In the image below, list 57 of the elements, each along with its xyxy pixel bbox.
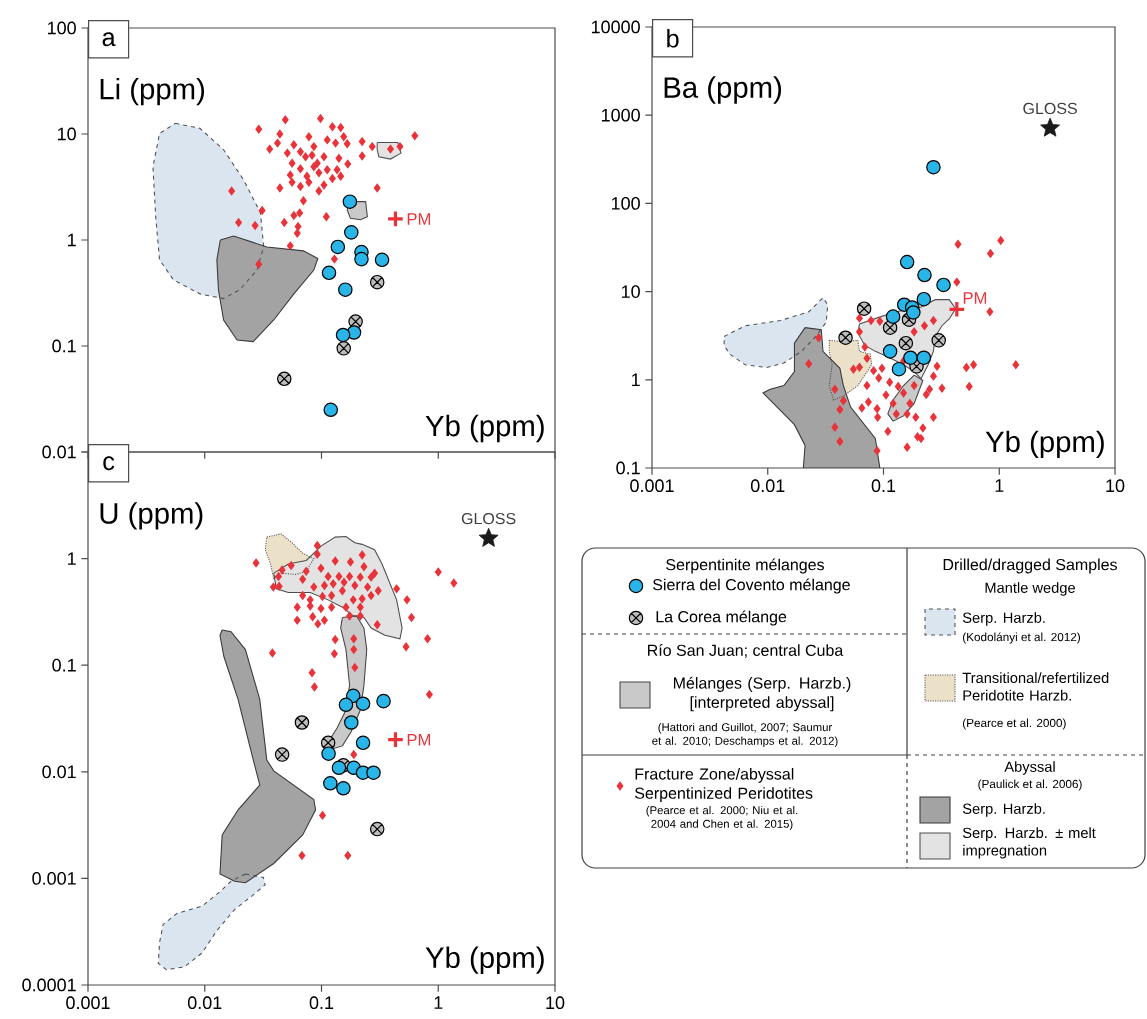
chart-title: c xyxy=(103,456,115,471)
series-label: GLOSS xyxy=(1023,102,1077,115)
y-tick-label: 0.01 xyxy=(42,765,76,779)
text: (Hattori and Guillot, 2007; Saumur et al. 2010; Deschamps et al. 2012) xyxy=(652,722,838,748)
legend-label: Fracture Zone/abyssal Serpentinized Peridotites xyxy=(635,767,813,803)
legend-label: Serp. Harzb. xyxy=(962,803,1045,817)
text: Mantle wedge xyxy=(985,582,1075,596)
y-tick-label: 0.0001 xyxy=(22,978,76,992)
x-tick-label: 1 xyxy=(434,996,443,1009)
y-tick-label: 100 xyxy=(47,21,76,35)
chart-title: b xyxy=(667,28,679,48)
chart-title: a xyxy=(102,32,116,47)
text: Río San Juan; central Cuba xyxy=(648,644,844,658)
text: (Kodolányi et al. 2012) xyxy=(963,632,1081,644)
x-tick-label: 10 xyxy=(546,996,565,1010)
y-tick-label: 100 xyxy=(611,197,640,210)
y-tick-label: 1000 xyxy=(601,108,640,122)
x-axis-title: Yb (ppm) xyxy=(425,414,544,443)
series-label: PM xyxy=(407,213,431,225)
y-tick-label: 10000 xyxy=(591,20,640,34)
y-tick-label: 10 xyxy=(58,127,76,141)
x-tick-label: 10 xyxy=(1106,479,1125,493)
y-tick-label: 0.1 xyxy=(52,658,76,672)
y-tick-label: 10 xyxy=(621,285,640,298)
y-tick-label: 1 xyxy=(68,552,76,565)
legend-label: La Corea mélange xyxy=(656,610,787,626)
x-axis-title: Yb (ppm) xyxy=(985,430,1104,458)
x-tick-label: 0.1 xyxy=(309,996,334,1010)
x-tick-label: 0.01 xyxy=(187,996,222,1010)
y-axis-title: Ba (ppm) xyxy=(664,76,782,104)
y-axis-title: Li (ppm) xyxy=(100,77,205,106)
legend-label: Transitional/refertilized Peridotite Harzb. xyxy=(962,672,1109,701)
y-tick-label: 0.01 xyxy=(42,445,76,459)
text: (Pearce et al. 2000) xyxy=(963,718,1066,730)
legend-label: Serp. Harzb. ± melt impregnation xyxy=(962,827,1096,859)
series-label: PM xyxy=(963,292,987,304)
legend-label: Mélanges (Serp. Harzb.) [interpreted abyssal] xyxy=(673,676,851,712)
text: (Paulick et al. 2006) xyxy=(978,779,1082,791)
text: Abyssal xyxy=(1004,761,1055,775)
text: (Pearce et al. 2000; Niu et al. 2004 and Chen et al. 2015) xyxy=(646,805,798,831)
x-tick-label: 1 xyxy=(995,479,1004,492)
legend-label: Serp. Harzb. xyxy=(962,612,1045,626)
legend-label: Sierra del Covento mélange xyxy=(653,578,850,594)
x-tick-label: 0.1 xyxy=(871,479,896,493)
x-tick-label: 0.001 xyxy=(630,479,674,493)
y-tick-label: 1 xyxy=(632,373,640,386)
series-label: PM xyxy=(407,733,431,746)
y-tick-label: 0.1 xyxy=(616,461,640,475)
x-axis-title: Yb (ppm) xyxy=(425,946,544,974)
y-tick-label: 0.1 xyxy=(52,339,76,353)
y-tick-label: 1 xyxy=(68,233,76,247)
text: Serpentinite mélanges xyxy=(666,558,824,574)
x-tick-label: 0.01 xyxy=(750,479,785,493)
y-tick-label: 0.001 xyxy=(32,872,76,885)
series-label: GLOSS xyxy=(461,512,516,525)
text: Drilled/dragged Samples xyxy=(943,558,1117,574)
y-axis-title: U (ppm) xyxy=(100,502,203,530)
